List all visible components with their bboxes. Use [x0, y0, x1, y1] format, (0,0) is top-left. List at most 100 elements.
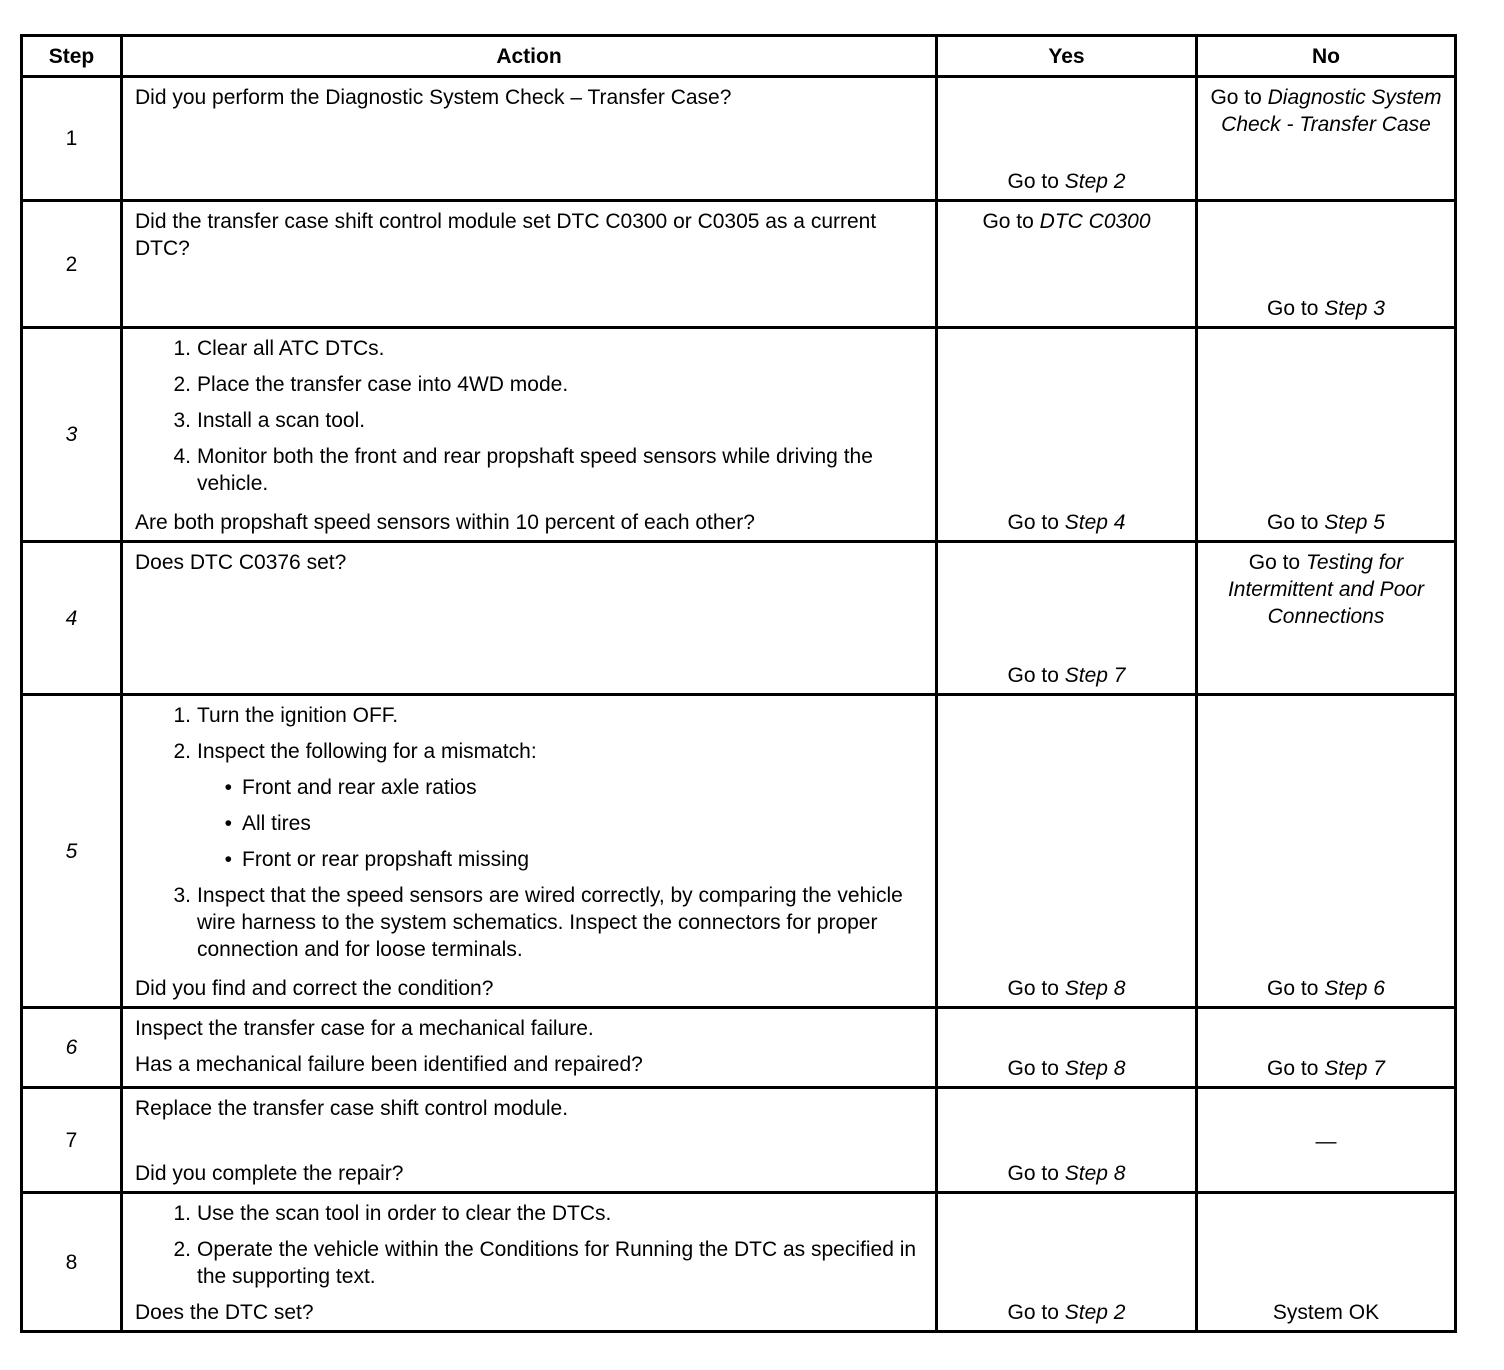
step-number: 7 [23, 1089, 123, 1191]
yes-outcome: Go to Step 8 [946, 1160, 1187, 1187]
goto-link[interactable]: Step 2 [1064, 1301, 1126, 1324]
list-number: 3. [173, 884, 191, 907]
action-text: Did the transfer case shift control modu… [135, 210, 877, 260]
action-cell: 1. Clear all ATC DTCs. 2. Place the transfe… [123, 329, 938, 540]
no-cell: System OK [1198, 1194, 1454, 1330]
goto-prefix: Go to [1007, 511, 1065, 534]
goto-link[interactable]: Testing for Intermittent and Poor Connec… [1227, 551, 1425, 628]
yes-outcome: Go to Step 2 [946, 1299, 1187, 1326]
diagnostic-table: Step Action Yes No 1 Did you perform the … [20, 34, 1457, 1333]
goto-prefix: Go to [1267, 511, 1325, 534]
no-cell: Go to Testing for Intermittent and Poor … [1198, 543, 1454, 693]
goto-link[interactable]: Step 5 [1324, 511, 1385, 534]
no-outcome: Go to Testing for Intermittent and Poor … [1206, 549, 1446, 630]
action-cell: 1. Turn the ignition OFF. 2. Inspect the fo… [123, 696, 938, 1006]
list-number: 2. [173, 373, 191, 396]
action-cell: Inspect the transfer case for a mechanic… [123, 1009, 938, 1086]
action-list: 1. Clear all ATC DTCs. 2. Place the transfe… [135, 335, 923, 506]
goto-prefix: Go to [982, 210, 1040, 233]
bullet-icon: • [224, 776, 232, 799]
goto-link[interactable]: Step 8 [1064, 1057, 1126, 1080]
no-cell: Go to Diagnostic System Check - Transfer… [1198, 78, 1454, 199]
goto-link[interactable]: Step 8 [1064, 977, 1126, 1000]
table-row: 3 1. Clear all ATC DTCs. 2. Place the transf… [23, 326, 1454, 540]
list-item-text: Inspect that the speed sensors are wired… [197, 884, 903, 961]
step-number: 6 [23, 1009, 123, 1086]
action-list: 1. Turn the ignition OFF. 2. Inspect the fo… [135, 702, 923, 972]
list-item-body: Place the transfer case into 4WD mode. [197, 371, 568, 398]
goto-prefix: Go to [1267, 1057, 1325, 1080]
yes-outcome: Go to Step 8 [946, 1055, 1187, 1082]
step-number: 4 [23, 543, 123, 693]
action-text: Inspect the transfer case for a mechanic… [135, 1017, 594, 1040]
yes-cell: Go to Step 2 [938, 78, 1198, 199]
no-cell: Go to Step 7 [1198, 1009, 1454, 1086]
step-number: 1 [23, 78, 123, 199]
goto-prefix: Go to [1007, 1057, 1065, 1080]
bullet-item: • Front and rear axle ratios [197, 774, 537, 801]
list-item-body: Inspect that the speed sensors are wired… [197, 882, 923, 963]
goto-link[interactable]: Step 8 [1064, 1162, 1126, 1185]
goto-link[interactable]: Step 2 [1064, 170, 1126, 193]
goto-prefix: Go to [1007, 664, 1065, 687]
no-outcome: Go to Step 7 [1206, 1055, 1446, 1082]
yes-outcome: Go to DTC C0300 [946, 208, 1187, 235]
list-item: 3. Install a scan tool. [135, 407, 923, 434]
list-item-text: Place the transfer case into 4WD mode. [197, 373, 569, 396]
action-text: Replace the transfer case shift control … [135, 1097, 569, 1120]
yes-outcome: Go to Step 8 [946, 975, 1187, 1002]
yes-cell: Go to Step 2 [938, 1194, 1198, 1330]
yes-cell: Go to Step 7 [938, 543, 1198, 693]
goto-link[interactable]: Diagnostic System Check - Transfer Case [1221, 86, 1442, 136]
no-outcome: Go to Step 3 [1206, 295, 1446, 322]
header-no: No [1312, 44, 1340, 68]
list-item-text: Operate the vehicle within the Condition… [197, 1238, 917, 1288]
header-step: Step [23, 37, 123, 75]
list-item: 2. Inspect the following for a mismatch: •… [135, 738, 923, 873]
list-item-body: Install a scan tool. [197, 407, 365, 434]
goto-prefix: Go to [1248, 551, 1306, 574]
yes-cell: Go to Step 8 [938, 696, 1198, 1006]
no-cell: Go to Step 3 [1198, 202, 1454, 326]
table-row: 1 Did you perform the Diagnostic System C… [23, 75, 1454, 199]
step-number: 5 [23, 696, 123, 1006]
goto-link[interactable]: Step 7 [1064, 664, 1126, 687]
list-number: 2. [173, 740, 191, 763]
goto-link[interactable]: Step 7 [1324, 1057, 1385, 1080]
bullet-text: Front or rear propshaft missing [242, 848, 530, 871]
list-item-text: Inspect the following for a mismatch: [197, 740, 537, 763]
bullet-item: • Front or rear propshaft missing [197, 846, 537, 873]
action-question: Did you complete the repair? [135, 1162, 404, 1185]
step-number: 2 [23, 202, 123, 326]
goto-prefix: Go to [1267, 977, 1325, 1000]
bullet-icon: • [224, 848, 232, 871]
list-item-body: Use the scan tool in order to clear the … [197, 1200, 611, 1227]
action-cell: Did you perform the Diagnostic System Ch… [123, 78, 938, 199]
goto-link[interactable]: DTC C0300 [1039, 210, 1151, 233]
action-text: Does DTC C0376 set? [135, 551, 347, 574]
list-item: 1. Turn the ignition OFF. [135, 702, 923, 729]
goto-link[interactable]: Step 6 [1324, 977, 1385, 1000]
goto-link[interactable]: Step 3 [1324, 297, 1385, 320]
yes-outcome: Go to Step 2 [946, 168, 1187, 195]
action-question: Are both propshaft speed sensors within … [135, 511, 755, 534]
goto-prefix: Go to [1210, 86, 1268, 109]
table-row: 4 Does DTC C0376 set? Go to Step 7 Go to Te… [23, 540, 1454, 693]
goto-link[interactable]: Step 4 [1064, 511, 1126, 534]
table-row: 5 1. Turn the ignition OFF. 2. Inspect the f… [23, 693, 1454, 1006]
yes-outcome: Go to Step 4 [946, 509, 1187, 536]
list-item-body: Inspect the following for a mismatch: • Fr… [197, 738, 537, 873]
step-number: 8 [23, 1194, 123, 1330]
goto-prefix: Go to [1267, 297, 1325, 320]
list-item-body: Operate the vehicle within the Condition… [197, 1236, 923, 1290]
action-cell: Replace the transfer case shift control … [123, 1089, 938, 1191]
list-item-text: Turn the ignition OFF. [197, 704, 399, 727]
goto-prefix: Go to [1007, 1162, 1065, 1185]
bullet-text: All tires [242, 812, 311, 835]
action-cell: 1. Use the scan tool in order to clear th… [123, 1194, 938, 1330]
action-question: Has a mechanical failure been identified… [135, 1053, 643, 1076]
list-item-text: Install a scan tool. [197, 409, 366, 432]
table-row: 7 Replace the transfer case shift control… [23, 1086, 1454, 1191]
header-action: Action [123, 37, 938, 75]
list-item: 2. Place the transfer case into 4WD mode. [135, 371, 923, 398]
